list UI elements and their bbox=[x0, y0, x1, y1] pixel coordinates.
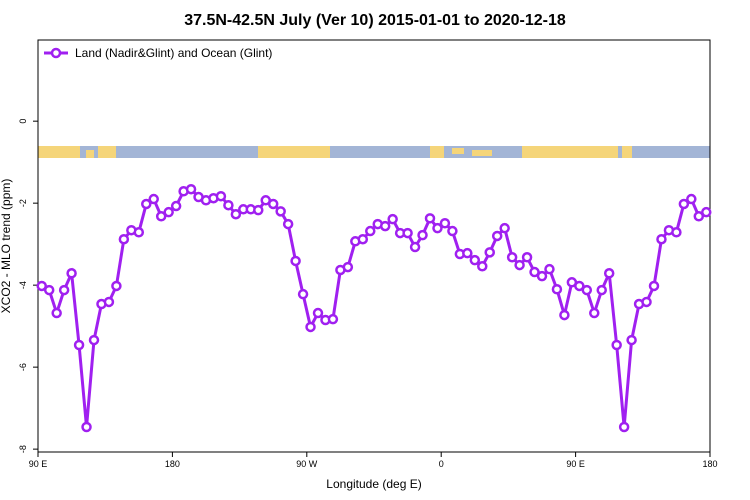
data-point bbox=[596, 284, 607, 296]
data-point bbox=[521, 252, 533, 263]
data-point bbox=[417, 229, 428, 241]
data-point bbox=[618, 421, 630, 433]
data-point bbox=[290, 255, 301, 267]
x-tick-label: 180 bbox=[165, 459, 180, 469]
data-point bbox=[656, 233, 667, 245]
data-point bbox=[66, 268, 77, 279]
data-point bbox=[409, 241, 421, 253]
data-point bbox=[611, 339, 622, 351]
data-point bbox=[574, 280, 585, 292]
data-point bbox=[148, 193, 159, 205]
data-point bbox=[439, 217, 451, 229]
y-tick-label: -8 bbox=[18, 445, 28, 453]
y-axis-label: XCO2 - MLO trend (ppm) bbox=[0, 179, 13, 314]
plot-frame bbox=[37, 39, 711, 453]
data-point bbox=[312, 307, 324, 319]
data-point bbox=[297, 288, 309, 300]
data-point bbox=[43, 284, 55, 296]
data-point bbox=[230, 208, 242, 220]
data-point bbox=[402, 227, 413, 239]
data-point bbox=[491, 230, 503, 242]
data-point bbox=[103, 296, 115, 308]
data-point bbox=[275, 206, 286, 217]
data-point bbox=[529, 266, 540, 278]
data-point bbox=[58, 284, 70, 296]
data-point bbox=[469, 254, 481, 266]
chart-title: 37.5N-42.5N July (Ver 10) 2015-01-01 to … bbox=[184, 12, 566, 29]
data-point bbox=[118, 233, 130, 245]
data-point bbox=[626, 334, 637, 346]
data-point bbox=[163, 206, 174, 218]
data-point bbox=[477, 261, 488, 272]
x-tick-label: 0 bbox=[439, 459, 444, 469]
data-point bbox=[693, 211, 705, 222]
data-point bbox=[462, 247, 473, 259]
data-point bbox=[267, 198, 279, 210]
data-point bbox=[506, 252, 518, 263]
data-point bbox=[387, 213, 398, 225]
data-point bbox=[544, 263, 555, 275]
data-point bbox=[170, 200, 182, 212]
data-point bbox=[305, 321, 316, 333]
data-point bbox=[603, 268, 615, 279]
data-point bbox=[424, 213, 436, 224]
y-tick-label: 0 bbox=[18, 119, 28, 124]
data-point bbox=[111, 280, 122, 292]
data-point bbox=[499, 222, 510, 234]
y-tick-label: -2 bbox=[18, 199, 28, 207]
data-point bbox=[589, 307, 600, 319]
data-point bbox=[223, 199, 234, 211]
data-point bbox=[357, 233, 369, 245]
x-tick-label: 90 W bbox=[296, 459, 318, 469]
data-point bbox=[641, 296, 652, 308]
data-point bbox=[365, 225, 376, 237]
data-point bbox=[432, 222, 443, 234]
legend-label: Land (Nadir&Glint) and Ocean (Glint) bbox=[75, 46, 272, 60]
data-point bbox=[678, 198, 690, 210]
y-tick-label: -6 bbox=[18, 363, 28, 371]
data-point bbox=[73, 339, 85, 351]
x-axis-label: Longitude (deg E) bbox=[326, 477, 421, 491]
data-point bbox=[327, 313, 339, 325]
data-point bbox=[81, 421, 92, 433]
data-point bbox=[484, 247, 495, 258]
x-tick-label: 90 E bbox=[566, 459, 585, 469]
y-tick-label: -4 bbox=[18, 281, 28, 289]
data-point bbox=[551, 283, 563, 295]
data-point bbox=[514, 259, 525, 271]
data-point bbox=[536, 270, 548, 282]
data-point bbox=[282, 218, 294, 230]
data-point bbox=[686, 193, 697, 205]
data-point bbox=[253, 204, 264, 216]
data-point bbox=[379, 220, 391, 232]
data-point bbox=[141, 198, 152, 210]
data-point bbox=[671, 227, 682, 238]
data-point bbox=[342, 261, 354, 273]
data-point bbox=[447, 225, 458, 237]
data-point bbox=[559, 309, 570, 321]
data-point bbox=[648, 280, 660, 292]
x-tick-label: 180 bbox=[702, 459, 717, 469]
data-point bbox=[36, 280, 47, 292]
x-tick-label: 90 E bbox=[29, 459, 48, 469]
data-point bbox=[701, 206, 712, 218]
map-strip bbox=[38, 146, 710, 158]
data-point bbox=[185, 183, 197, 195]
data-point bbox=[215, 190, 227, 202]
data-point bbox=[581, 284, 593, 296]
data-point bbox=[88, 334, 100, 346]
data-point bbox=[155, 211, 167, 222]
legend-marker bbox=[50, 47, 62, 59]
data-point bbox=[133, 227, 145, 238]
data-point bbox=[51, 307, 62, 319]
